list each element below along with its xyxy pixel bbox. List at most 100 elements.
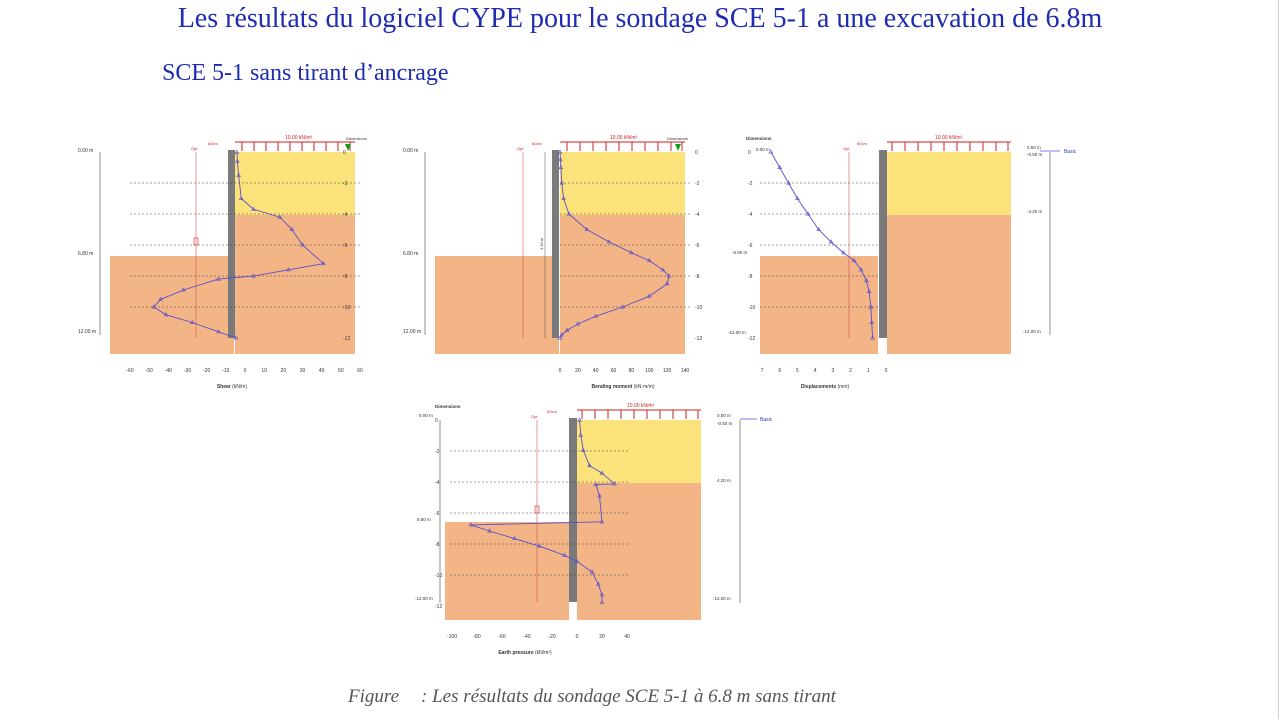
right-label: 0.50 m [1027, 145, 1041, 150]
y-tick: -4 [695, 212, 700, 218]
figure-caption: Figure: Les résultats du sondage SCE 5-1… [348, 686, 836, 708]
y-ticks: 0 -2 -4 -6 -8 -10 -12 [435, 418, 442, 610]
retaining-wall [879, 150, 887, 338]
opt-marker [193, 237, 199, 246]
data-point [151, 304, 157, 309]
data-point [566, 211, 572, 216]
ruler-label: 1.20 m [539, 237, 544, 250]
y-tick: -8 [435, 542, 440, 548]
data-point [620, 304, 625, 309]
dist-label: 60cm [208, 141, 218, 146]
load-arrows [891, 142, 1009, 151]
grid-lines [450, 450, 630, 576]
opt-label: Opt [531, 414, 538, 419]
data-point [868, 304, 874, 309]
x-tick: -40 [165, 368, 172, 374]
data-point [158, 296, 164, 301]
data-point [841, 250, 846, 255]
x-tick: -60 [126, 368, 133, 374]
x-tick: 2 [849, 368, 852, 374]
right-label: -0.50 m [717, 421, 733, 426]
curve-line [153, 151, 325, 339]
data-point [238, 195, 244, 200]
soil-lower-layer-right [887, 215, 1011, 354]
data-point [587, 462, 592, 468]
soil-lower-layer-right [577, 483, 701, 620]
load-label: 10.00 kN/m² [627, 403, 655, 409]
x-tick: 0 [244, 368, 247, 374]
data-point [321, 260, 326, 266]
data-point [251, 206, 256, 211]
data-point [869, 319, 875, 324]
opt-label: Opt [517, 146, 524, 151]
soil-lower-layer-right [560, 215, 685, 354]
soil-lower-layer-left [760, 256, 878, 354]
curve-line [770, 151, 874, 339]
axis-title: Shear (kN/m) [217, 384, 248, 390]
top-label: 0.00 m [756, 147, 770, 152]
x-tick: -40 [523, 634, 530, 640]
load-arrows [581, 410, 699, 419]
moment-diagram: Opt 1.20 m 0.00 m 6.80 m 12.00 m 10.00 k… [403, 135, 702, 390]
dist-label: 60cm [532, 141, 542, 146]
x-tick: 30 [300, 368, 306, 374]
x-tick: 120 [663, 368, 672, 374]
data-point [599, 470, 605, 475]
y-tick: -2 [343, 181, 348, 187]
moment-curve [557, 149, 672, 340]
x-tick: -80 [473, 634, 480, 640]
load-label: 10.00 kN/m² [610, 135, 638, 141]
data-point [777, 164, 783, 170]
x-tick: 40 [624, 634, 630, 640]
curve-line [470, 419, 616, 603]
legend-label: Basic [760, 417, 773, 423]
data-point [606, 239, 612, 244]
data-point [289, 226, 295, 231]
data-point [189, 319, 195, 324]
soil-lower-layer-left [445, 522, 569, 620]
x-tick: -30 [184, 368, 191, 374]
data-point [629, 250, 634, 255]
data-point [537, 543, 542, 548]
x-tick: 50 [338, 368, 344, 374]
right-label: 4.20 m [717, 478, 731, 483]
data-point [234, 149, 240, 154]
load-arrows [566, 142, 683, 151]
data-point [851, 257, 857, 262]
y-tick: -10 [695, 305, 702, 311]
x-tick: 20 [599, 634, 605, 640]
data-point [593, 313, 599, 318]
soil-upper-layer [577, 420, 701, 483]
y-tick: 0 [748, 150, 751, 156]
x-tick: 60 [357, 368, 363, 374]
data-point [564, 327, 570, 332]
y-tick: -2 [435, 449, 440, 455]
y-tick: -6 [435, 511, 440, 517]
right-label: 0.00 m [717, 413, 731, 418]
data-point [562, 552, 567, 557]
header-label: Dimensions [746, 136, 772, 141]
soil-upper-layer [887, 152, 1011, 215]
retaining-wall [228, 150, 235, 338]
y-tick: -2 [695, 181, 700, 187]
data-point [589, 569, 595, 574]
data-point [805, 211, 811, 216]
data-point [577, 417, 582, 422]
soil-lower-layer-left [110, 256, 234, 354]
data-point [487, 528, 492, 533]
load-label: 10.00 kN/m² [935, 135, 963, 141]
displacement-diagram: Opt Dimensions 0.00 m -6.80 m -12.00 m 1… [728, 135, 1077, 390]
data-point [468, 522, 474, 527]
slide-title: Les résultats du logiciel CYPE pour le s… [177, 3, 1103, 34]
data-point [870, 335, 875, 340]
data-point [646, 293, 652, 298]
x-tick: 5 [796, 368, 799, 374]
data-point [599, 592, 605, 597]
shear-curve [151, 149, 326, 340]
y-tick: -4 [343, 212, 348, 218]
y-tick: -10 [748, 305, 755, 311]
data-point [599, 519, 605, 524]
soil-lower-layer-left [435, 256, 559, 354]
x-tick: 1 [867, 368, 870, 374]
